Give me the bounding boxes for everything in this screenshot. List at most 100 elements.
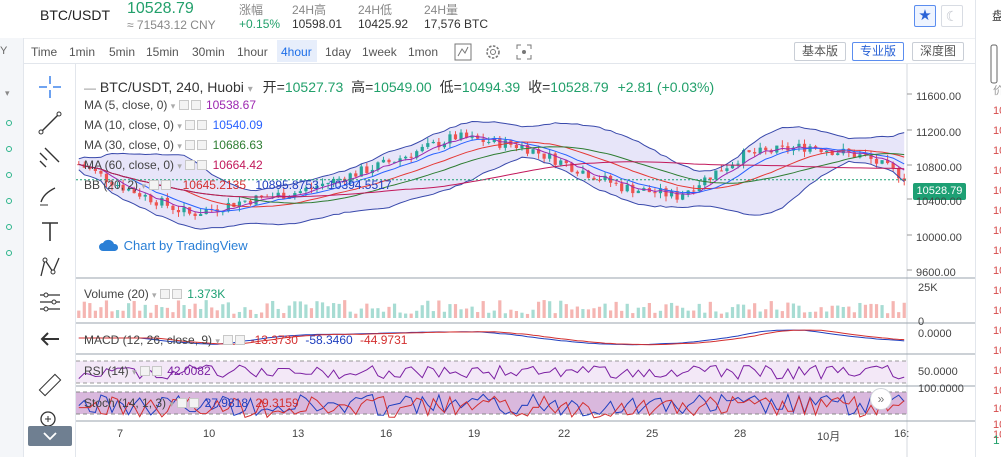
tf-1day[interactable]: 1day: [325, 45, 352, 59]
pair-name[interactable]: BTC/USDT: [40, 7, 110, 23]
ruler-icon[interactable]: [37, 372, 63, 398]
close-label-ohlc: 收=: [528, 79, 551, 95]
version-basic-button[interactable]: 基本版: [794, 42, 847, 61]
volume-bar: [104, 300, 109, 318]
tf-1min[interactable]: 1min: [69, 45, 96, 59]
volume-bar: [354, 313, 358, 318]
trend-line-icon[interactable]: [37, 110, 63, 136]
settings-icon[interactable]: [185, 120, 196, 130]
close-icon[interactable]: [197, 140, 208, 150]
orderbook-price: 10: [993, 429, 1001, 441]
volume-bar: [531, 309, 535, 318]
candle-body: [387, 159, 391, 163]
tf-5min[interactable]: 5min: [109, 45, 136, 59]
bb-lower-value: 10394.5517: [328, 178, 392, 192]
close-icon[interactable]: [171, 289, 182, 299]
bb-upper-value: 10895.8753: [255, 178, 319, 192]
settings-icon[interactable]: [159, 289, 170, 299]
tf-1week[interactable]: 1week: [362, 45, 397, 59]
orderbook-price: 1: [993, 433, 1000, 447]
list-marker-icon: [6, 146, 12, 152]
tf-15min[interactable]: 15min: [146, 45, 179, 59]
settings-gear-icon[interactable]: [484, 43, 502, 61]
stoch-legend: Stoch (14, 1, 3) ▾ 27.9818 29.3159: [84, 396, 299, 410]
back-arrow-icon[interactable]: [37, 326, 63, 352]
prediction-tool-icon[interactable]: [37, 289, 63, 315]
chart-canvas[interactable]: [76, 64, 975, 457]
text-tool-icon[interactable]: [37, 219, 63, 245]
settings-icon[interactable]: [223, 335, 234, 345]
depth-chart-button[interactable]: 深度图: [912, 42, 965, 61]
indicator-icon[interactable]: [454, 43, 472, 61]
tf-1mon[interactable]: 1mon: [408, 45, 439, 59]
candle-body: [714, 170, 718, 180]
volume-bar: [343, 300, 347, 318]
orderbook-price: 10: [993, 145, 1001, 157]
settings-icon[interactable]: [185, 140, 196, 150]
tf-4hour[interactable]: 4hour: [281, 45, 312, 59]
collapse-toolbar-button[interactable]: [28, 426, 72, 446]
version-pro-button[interactable]: 专业版: [852, 42, 905, 61]
tradingview-watermark[interactable]: Chart by TradingView: [98, 237, 248, 253]
settings-icon[interactable]: [178, 100, 189, 110]
volume-bar: [470, 306, 474, 318]
close-icon[interactable]: [235, 335, 246, 345]
close-icon[interactable]: [151, 366, 162, 376]
favorite-star-icon[interactable]: ★: [914, 5, 936, 27]
close-icon[interactable]: [197, 120, 208, 130]
candle-body: [858, 154, 862, 158]
date-tick: 7: [117, 428, 124, 440]
scroll-to-latest-button[interactable]: »: [870, 388, 892, 410]
brush-icon[interactable]: [37, 182, 63, 208]
ma30-legend: MA (30, close, 0) ▾ 10686.63: [84, 138, 263, 152]
close-icon[interactable]: [161, 180, 172, 190]
candle-body: [127, 188, 131, 191]
tf-1hour[interactable]: 1hour: [237, 45, 268, 59]
collapse-legend-icon[interactable]: —: [84, 81, 96, 95]
symbol-dropdown-icon[interactable]: ▾: [247, 84, 253, 95]
pattern-tool-icon[interactable]: [37, 254, 63, 280]
volume-bar: [309, 308, 314, 318]
volume-bar: [869, 303, 873, 318]
night-mode-icon[interactable]: ☾: [941, 5, 963, 27]
volume-bar: [320, 302, 325, 318]
settings-icon[interactable]: [177, 398, 188, 408]
crosshair-icon[interactable]: [37, 74, 63, 100]
candle-body: [653, 192, 657, 194]
settings-icon[interactable]: [149, 180, 160, 190]
settings-icon[interactable]: [185, 160, 196, 170]
date-tick: 16:: [894, 428, 910, 440]
volume-bar: [603, 303, 607, 318]
candle-body: [392, 161, 397, 163]
macd-line: [78, 329, 905, 346]
volume-bar: [802, 312, 807, 318]
candle-body: [542, 153, 546, 159]
open-value: 10527.73: [284, 79, 344, 95]
close-icon[interactable]: [190, 100, 201, 110]
low-label: 24H低: [358, 3, 393, 17]
candle-body: [498, 137, 502, 148]
high-value-ohlc: 10549.00: [373, 79, 432, 95]
collapse-arrow-icon[interactable]: ▾: [5, 88, 10, 98]
chart-toolbar: Time 1min 5min 15min 30min 1hour 4hour 1…: [24, 38, 975, 64]
fullscreen-icon[interactable]: [515, 43, 533, 61]
tf-30min[interactable]: 30min: [192, 45, 225, 59]
fib-tool-icon[interactable]: [37, 145, 63, 171]
candle-body: [675, 191, 679, 200]
volume-bar: [492, 310, 496, 318]
settings-icon[interactable]: [139, 366, 150, 376]
price-chart[interactable]: — BTC/USDT, 240, Huobi ▾ 开=10527.73 高=10…: [76, 64, 975, 457]
volume-bar: [520, 312, 524, 318]
tf-time[interactable]: Time: [31, 45, 58, 59]
current-price-tag: 10528.79: [913, 183, 966, 200]
close-icon[interactable]: [197, 160, 208, 170]
volume-bar: [359, 308, 363, 318]
panel-scrollbar[interactable]: [990, 44, 998, 84]
close-icon[interactable]: [189, 398, 200, 408]
price-tick: 10000.00: [916, 232, 962, 244]
candle-body: [453, 134, 458, 140]
macd-signal-line: [78, 329, 905, 346]
volume-bar: [769, 301, 773, 318]
date-tick: 25: [646, 428, 659, 440]
volume-bar: [825, 311, 829, 318]
